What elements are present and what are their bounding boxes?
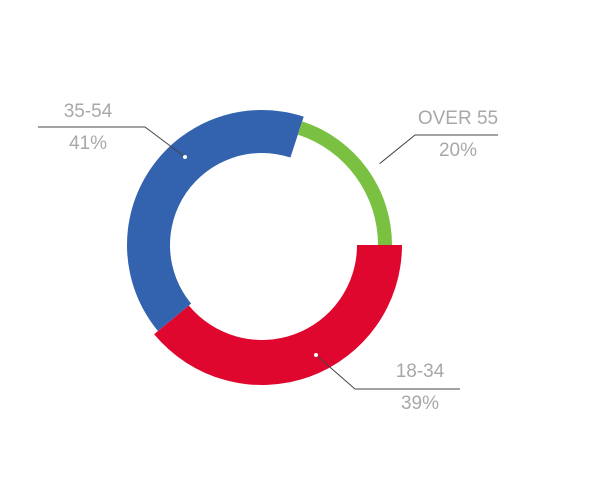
value-label: 41% <box>69 133 107 154</box>
category-label: 18-34 <box>396 361 445 382</box>
donut-segment <box>297 121 392 245</box>
category-label: OVER 55 <box>418 108 498 129</box>
leader-line <box>377 134 498 166</box>
donut-segment <box>154 245 402 385</box>
leader-dot <box>314 353 318 357</box>
donut-segment <box>127 110 304 332</box>
leader-dot <box>183 155 187 159</box>
value-label: 39% <box>401 393 439 414</box>
leader-dot <box>376 163 380 167</box>
category-label: 35-54 <box>64 101 113 122</box>
leader-line <box>38 126 186 158</box>
leader-line <box>315 354 460 390</box>
value-label: 20% <box>439 140 477 161</box>
